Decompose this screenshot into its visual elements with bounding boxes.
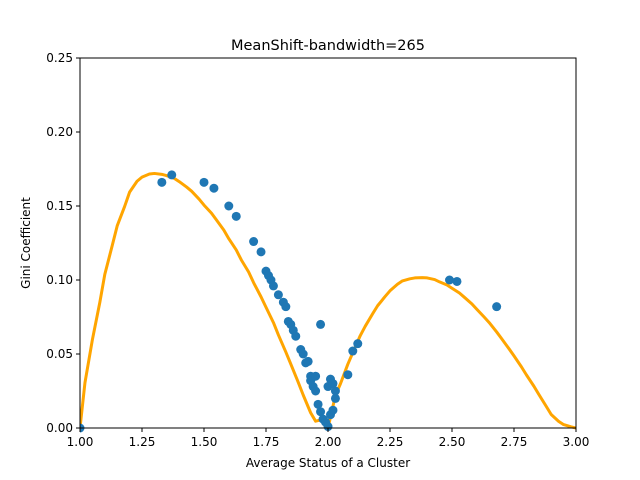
scatter-point — [330, 393, 340, 403]
y-tick-label: 0.10 — [46, 273, 73, 287]
scatter-point — [224, 201, 234, 211]
y-tick-label: 0.00 — [46, 421, 73, 435]
scatter-point — [157, 177, 167, 187]
scatter-point — [445, 275, 455, 285]
chart-title: MeanShift-bandwidth=265 — [231, 38, 425, 54]
scatter-point — [313, 399, 323, 409]
scatter-point — [209, 183, 219, 193]
scatter-point — [303, 356, 313, 366]
plot-layer — [80, 170, 576, 433]
scatter-point — [353, 339, 363, 349]
x-tick-label: 1.50 — [191, 435, 218, 449]
scatter-point — [316, 407, 326, 417]
x-tick-label: 2.25 — [377, 435, 404, 449]
scatter-point — [311, 386, 321, 396]
y-axis-label: Gini Coefficient — [19, 197, 33, 289]
y-tick-label: 0.20 — [46, 125, 73, 139]
scatter-point — [281, 302, 291, 312]
axes-layer: 1.00 1.25 1.50 1.75 2.00 2.25 2.50 2.75 3.00 0.00… — [46, 51, 589, 449]
scatter-point — [256, 247, 266, 257]
scatter-point — [316, 319, 326, 329]
scatter-point — [268, 281, 278, 291]
scatter-point — [167, 170, 177, 180]
scatter-point — [348, 346, 358, 356]
scatter-point — [273, 290, 283, 300]
scatter-point — [291, 331, 301, 341]
x-tick-label: 2.00 — [315, 435, 342, 449]
scatter-point — [328, 405, 338, 415]
x-tick-label: 1.75 — [253, 435, 280, 449]
y-tick-label: 0.15 — [46, 199, 73, 213]
scatter-point — [323, 422, 333, 432]
x-axis-label: Average Status of a Cluster — [246, 456, 410, 470]
x-tick-label: 2.75 — [501, 435, 528, 449]
scatter-points — [80, 170, 502, 433]
scatter-point — [231, 211, 241, 221]
x-tick-label: 1.25 — [129, 435, 156, 449]
scatter-point — [249, 237, 259, 247]
x-tick-label: 3.00 — [563, 435, 590, 449]
scatter-point — [492, 302, 502, 312]
scatter-point — [199, 177, 209, 187]
x-tick-label: 1.00 — [67, 435, 94, 449]
x-tick-label: 2.50 — [439, 435, 466, 449]
scatter-point — [330, 386, 340, 396]
scatter-point — [343, 370, 353, 380]
scatter-point — [311, 371, 321, 381]
y-tick-label: 0.05 — [46, 347, 73, 361]
scatter-point — [328, 379, 338, 389]
scatter-point — [298, 349, 308, 359]
scatter-point — [452, 276, 462, 286]
y-tick-label: 0.25 — [46, 51, 73, 65]
